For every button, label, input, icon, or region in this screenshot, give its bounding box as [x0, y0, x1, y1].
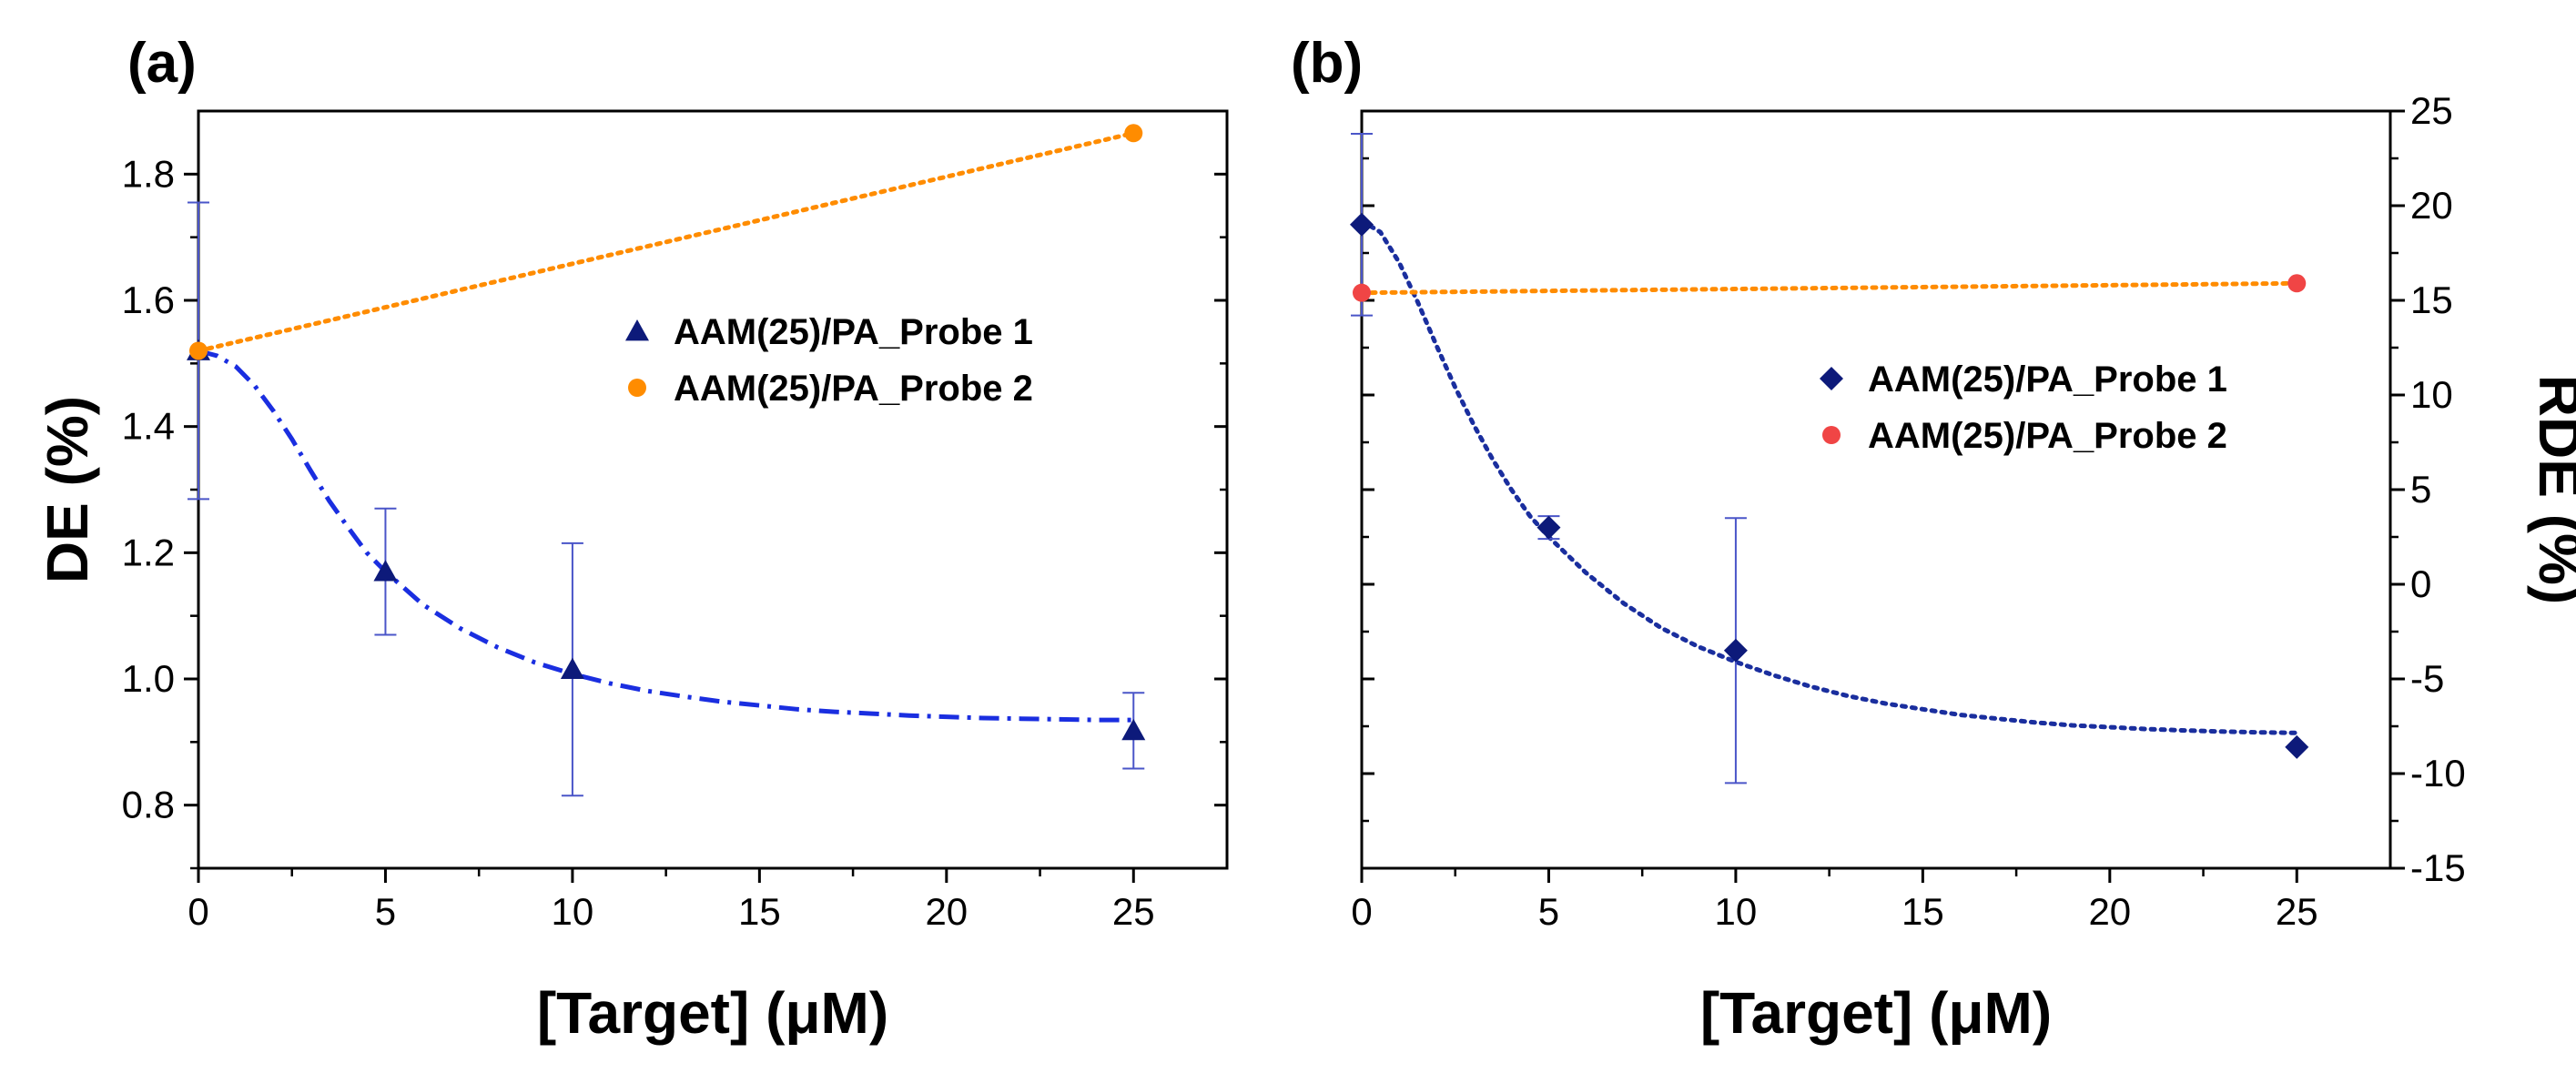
panel-b-y-tick-label: 20 [2410, 184, 2453, 227]
panel-b-y-tick-label: 0 [2410, 562, 2431, 605]
panel-a-series-2-point [1124, 124, 1143, 143]
panel-a-x-tick-label: 20 [925, 890, 968, 933]
panel-a-y-tick-label: 1.2 [122, 531, 175, 573]
panel-b-fit-lines [1359, 218, 2299, 735]
panel-a-series-2-legend-marker [628, 379, 646, 397]
panel-a-series-1-point [373, 560, 398, 582]
panel-b-series-2-point [2287, 274, 2307, 293]
panel-a: (a) 0 5 10 15 20 25 0.8 1.0 1.2 1.4 1.6 1.8 AAM(25)… [35, 32, 1229, 1046]
panel-b-markers [1350, 212, 2309, 759]
panel-b-x-tick-label: 0 [1351, 890, 1372, 933]
panel-b-y-tick-label: -15 [2410, 846, 2466, 889]
panel-b-label: (b) [1291, 32, 1363, 95]
panel-b-y-tick-label: -5 [2410, 657, 2444, 700]
panel-a-legend: AAM(25)/PA_Probe 1 AAM(25)/PA_Probe 2 [625, 312, 1033, 409]
panel-b-x-tick-label: 20 [2088, 890, 2131, 933]
panel-b-series-2-legend-marker [1822, 426, 1841, 444]
panel-a-y-tick-label: 1.8 [122, 152, 175, 195]
panel-b-y-tick-label: -10 [2410, 752, 2466, 795]
panel-a-x-tick-label: 15 [738, 890, 781, 933]
panel-b-x-tick-label: 5 [1538, 890, 1559, 933]
panel-b-series-1-point [1536, 515, 1561, 540]
panel-b-plot-frame [1360, 109, 2392, 870]
panel-b-series-2-point [1353, 283, 1371, 302]
panel-a-x-tick-label: 10 [552, 890, 594, 933]
panel-b-series-2-fit-line [1359, 280, 2299, 296]
panel-a-x-tick-label: 25 [1112, 890, 1155, 933]
panel-a-series-2-legend-label: AAM(25)/PA_Probe 2 [674, 369, 1033, 409]
panel-b-y-tick-label: 5 [2410, 468, 2431, 511]
panel-b-series-1-legend-marker [1820, 367, 1843, 390]
panel-b-series-1-point [1350, 212, 1374, 237]
panel-a-y-axis-title: DE (%) [35, 396, 100, 583]
panel-b-x-tick-label: 15 [1902, 890, 1944, 933]
panel-b: (b) 0 5 10 15 20 25 -15 -10 -5 0 5 10 15 20 25 AAM(25)… [1291, 32, 2576, 1046]
panel-b-y-tick-label: 25 [2410, 89, 2453, 132]
panel-a-y-tick-label: 1.6 [122, 278, 175, 321]
panel-b-series-1-legend-label: AAM(25)/PA_Probe 1 [1868, 359, 2227, 400]
panel-a-markers [187, 124, 1146, 741]
panel-a-x-axis-title: [Target] (μM) [537, 980, 888, 1046]
panel-b-y-axis-title: RDE (%) [2527, 375, 2576, 604]
panel-a-x-tick-label: 0 [188, 890, 208, 933]
panel-b-legend: AAM(25)/PA_Probe 1 AAM(25)/PA_Probe 2 [1820, 359, 2227, 456]
panel-a-y-tick-label: 1.0 [122, 657, 175, 700]
panel-a-label: (a) [127, 32, 197, 95]
panel-a-series-2-fit-line [196, 130, 1136, 353]
panel-a-series-2-point [189, 341, 208, 360]
panel-a-series-1-legend-label: AAM(25)/PA_Probe 1 [674, 312, 1033, 352]
panel-a-error-bars [188, 201, 1145, 797]
panel-b-x-tick-label: 10 [1715, 890, 1758, 933]
panel-b-ticks: 0 5 10 15 20 25 -15 -10 -5 0 5 10 15 20 25 [1351, 89, 2465, 933]
panel-a-x-tick-label: 5 [375, 890, 396, 933]
panel-a-ticks: 0 5 10 15 20 25 0.8 1.0 1.2 1.4 1.6 1.8 [122, 152, 1227, 933]
panel-a-plot-frame [197, 109, 1229, 870]
panel-a-series-1-legend-marker [625, 319, 649, 341]
panel-b-series-1-point [1723, 638, 1748, 663]
panel-a-fit-lines [196, 130, 1136, 723]
panel-b-series-1-point [2285, 734, 2309, 759]
panel-b-x-tick-label: 25 [2276, 890, 2318, 933]
panel-a-series-1-point [1121, 718, 1146, 741]
panel-b-y-tick-label: 15 [2410, 278, 2453, 321]
panel-a-y-tick-label: 0.8 [122, 784, 175, 826]
panel-a-y-tick-label: 1.4 [122, 405, 175, 448]
panel-b-error-bars [1351, 132, 1747, 785]
panel-a-series-1-point [560, 657, 584, 679]
panel-b-series-1-fit-line [1359, 218, 2299, 735]
panel-b-y-tick-label: 10 [2410, 373, 2453, 416]
panel-b-x-axis-title: [Target] (μM) [1700, 980, 2052, 1046]
panel-b-series-2-legend-label: AAM(25)/PA_Probe 2 [1868, 416, 2227, 456]
